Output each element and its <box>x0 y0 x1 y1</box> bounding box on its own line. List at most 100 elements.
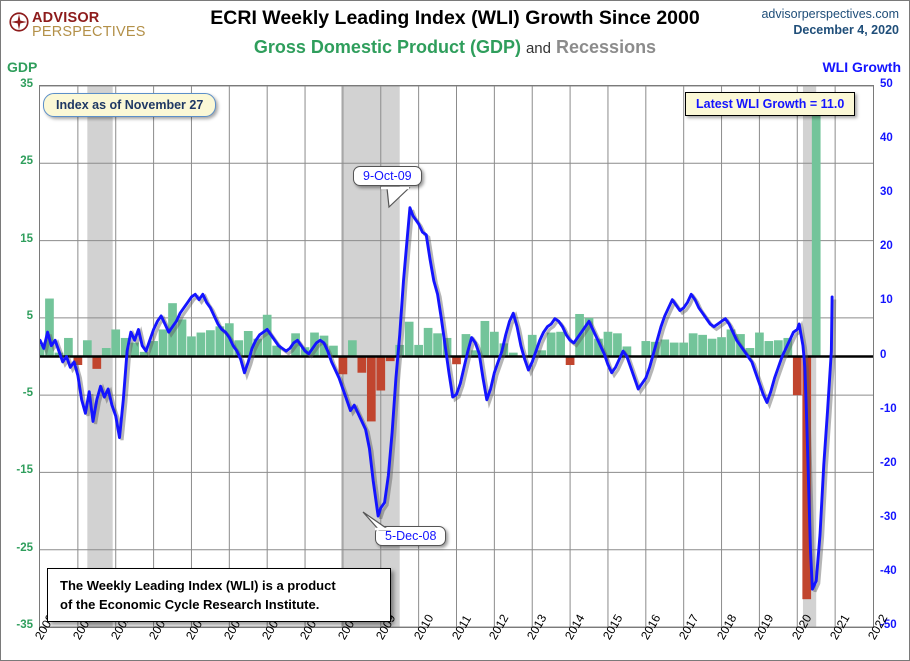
gdp-bar <box>660 339 670 357</box>
gdp-bar <box>385 356 395 362</box>
gdp-bar <box>348 340 357 357</box>
right-tick-30: 30 <box>880 186 893 199</box>
gdp-bar <box>45 298 54 357</box>
page-title: ECRI Weekly Leading Index (WLI) Growth S… <box>210 7 700 29</box>
gdp-bar <box>480 320 490 357</box>
source-site: advisorperspectives.com <box>761 7 899 21</box>
gdp-bar <box>717 337 726 357</box>
left-tick--35: -35 <box>16 619 33 631</box>
gdp-bar <box>613 333 622 357</box>
left-tick-25: 25 <box>20 155 33 168</box>
gdp-bar <box>101 347 111 357</box>
right-tick-0: 0 <box>880 348 887 361</box>
left-tick-15: 15 <box>20 232 33 245</box>
gdp-bar <box>603 331 613 357</box>
gdp-bar <box>253 338 263 357</box>
note-line-1: The Weekly Leading Index (WLI) is a prod… <box>60 578 336 593</box>
subtitle-and: and <box>525 40 551 57</box>
gdp-bar <box>177 319 187 357</box>
chart-svg <box>40 86 873 627</box>
wli-growth-line <box>40 206 834 591</box>
gdp-bar <box>811 98 821 357</box>
gdp-bar <box>40 344 45 357</box>
chart-plot-area <box>39 85 874 628</box>
gdp-bar <box>291 333 300 357</box>
gdp-bar <box>499 343 509 357</box>
subtitle-recessions: Recessions <box>556 37 657 57</box>
right-axis-title: WLI Growth <box>822 59 901 75</box>
page-subtitle: Gross Domestic Product (GDP) and Recessi… <box>1 37 909 58</box>
wli-line-shadow <box>41 209 837 593</box>
right-tick-50: 50 <box>880 78 893 90</box>
right-tick--50: -50 <box>880 619 897 631</box>
gdp-bar <box>73 356 83 366</box>
gdp-bar <box>196 332 206 357</box>
credit-block: advisorperspectives.com December 4, 2020 <box>761 6 899 38</box>
gdp-bar <box>243 330 253 357</box>
gdp-bar <box>641 341 651 357</box>
wli-note-box: The Weekly Leading Index (WLI) is a prod… <box>47 568 391 622</box>
gdp-bar <box>414 344 423 357</box>
gdp-bar <box>366 356 376 422</box>
gdp-bar <box>594 338 603 357</box>
gdp-bar <box>698 334 707 357</box>
peak-callout: 9-Oct-09 <box>353 166 422 186</box>
gdp-bar <box>120 337 130 357</box>
subtitle-gdp: Gross Domestic Product (GDP) <box>253 37 521 57</box>
gdp-bar <box>433 333 442 357</box>
left-tick--25: -25 <box>16 541 33 554</box>
gdp-bar <box>669 342 679 357</box>
gdp-bar <box>537 350 547 357</box>
left-tick--15: -15 <box>16 464 33 477</box>
gdp-bar <box>64 337 73 357</box>
gdp-bar <box>139 351 149 357</box>
gdp-bar <box>272 345 282 357</box>
gdp-bar <box>442 337 452 357</box>
gdp-bar <box>622 346 632 357</box>
right-tick--20: -20 <box>880 456 897 469</box>
gdp-bar <box>262 314 272 357</box>
right-tick--30: -30 <box>880 510 897 523</box>
gdp-bar <box>215 326 225 357</box>
gdp-bar <box>688 333 698 357</box>
logo-line1: ADVISOR <box>32 10 100 26</box>
left-tick--5: -5 <box>22 387 33 400</box>
gdp-bar <box>338 356 348 375</box>
gdp-bar <box>404 321 414 357</box>
left-tick-35: 35 <box>20 78 33 90</box>
gdp-bar <box>679 342 689 357</box>
gdp-bar <box>234 340 244 357</box>
gdp-bar <box>755 332 764 357</box>
index-date-pill: Index as of November 27 <box>43 93 217 117</box>
latest-wli-badge: Latest WLI Growth = 11.0 <box>685 92 856 116</box>
left-axis-title: GDP <box>7 59 38 75</box>
gdp-bar <box>584 317 594 357</box>
left-tick-5: 5 <box>26 309 33 322</box>
gdp-bar <box>745 347 755 357</box>
gdp-bar <box>802 356 812 600</box>
trough-callout-tail <box>362 511 391 531</box>
gdp-bar <box>187 336 196 357</box>
note-line-2: of the Economic Cycle Research Institute… <box>60 597 320 612</box>
gdp-bar <box>452 356 461 365</box>
peak-callout-tail <box>381 187 411 209</box>
right-tick--10: -10 <box>880 402 897 415</box>
gdp-bar <box>111 329 121 357</box>
gdp-bar <box>565 356 575 366</box>
gdp-bar <box>329 345 338 357</box>
gdp-bar <box>357 356 367 373</box>
gdp-bar <box>773 340 783 357</box>
gdp-bar <box>206 330 215 357</box>
gdp-bar <box>726 329 736 357</box>
gdp-bar <box>556 331 565 357</box>
gdp-bar <box>490 331 499 357</box>
gdp-bar <box>546 332 556 357</box>
gdp-bar <box>158 329 168 357</box>
logo-line2: PERSPECTIVES <box>32 24 146 40</box>
gdp-bar <box>527 334 537 357</box>
trough-callout: 5-Dec-08 <box>375 526 447 546</box>
right-tick--40: -40 <box>880 564 897 577</box>
gdp-bar <box>764 341 774 357</box>
gdp-bar <box>423 327 433 357</box>
